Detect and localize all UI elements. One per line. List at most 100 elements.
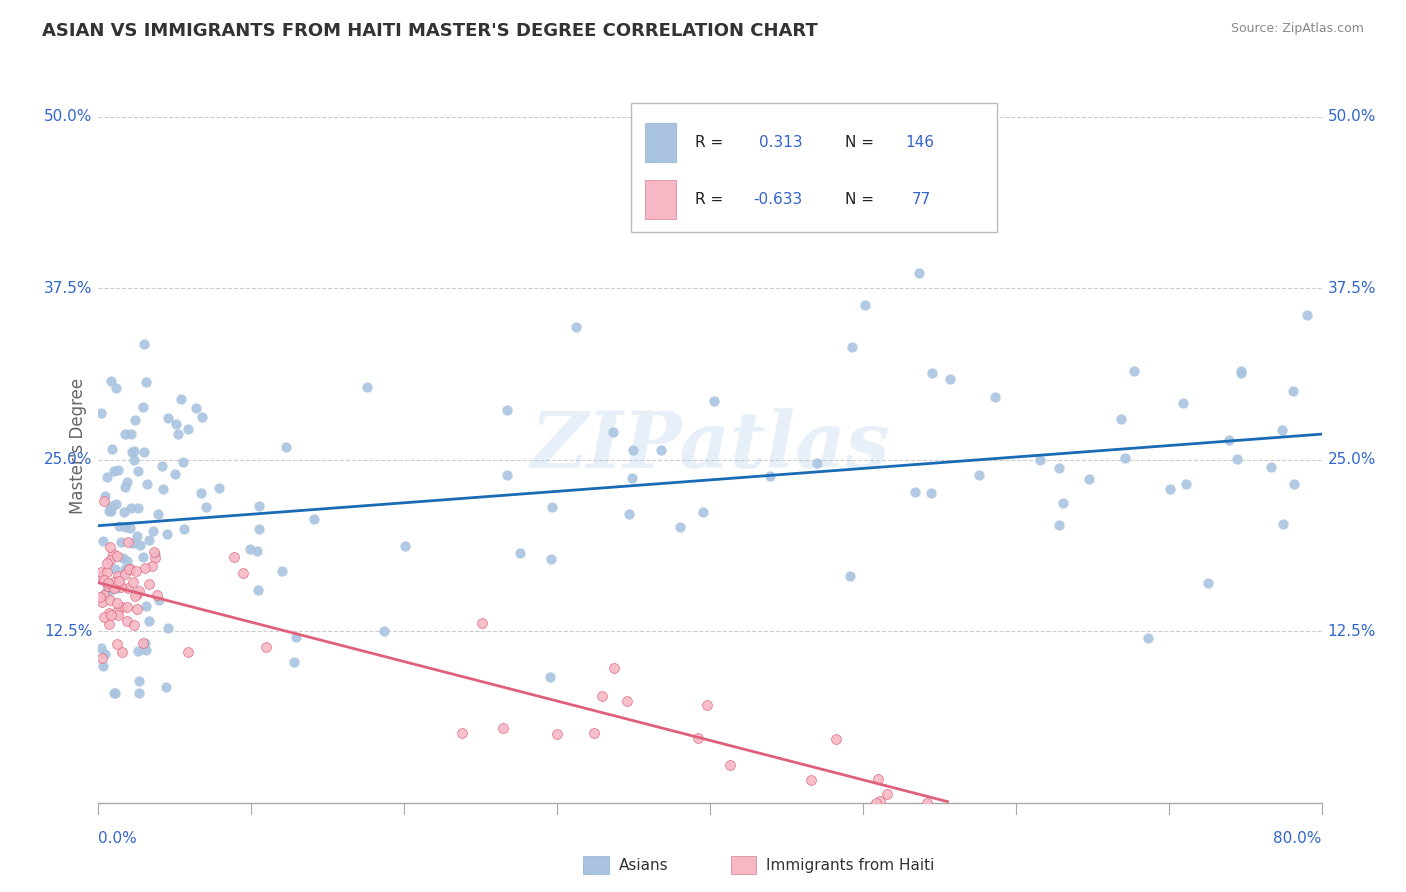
Point <box>107 574 129 589</box>
Text: ZIPatlas: ZIPatlas <box>530 408 890 484</box>
Point <box>91 594 114 608</box>
Point <box>105 596 128 610</box>
Point <box>806 457 828 471</box>
Point <box>97 579 120 593</box>
Point <box>1159 482 1181 496</box>
Point <box>114 566 136 580</box>
Point <box>91 659 114 673</box>
Point <box>89 591 111 605</box>
Point <box>492 722 515 736</box>
Point <box>90 566 112 580</box>
Text: 50.0%: 50.0% <box>44 109 93 124</box>
Point <box>165 417 187 432</box>
Point <box>117 534 139 549</box>
Point <box>120 500 142 515</box>
Point <box>94 585 117 599</box>
Point <box>907 267 929 281</box>
Point <box>1229 364 1251 378</box>
Point <box>800 773 823 788</box>
Point <box>110 535 132 549</box>
Point <box>239 541 262 556</box>
Point <box>108 519 131 533</box>
Point <box>246 583 269 598</box>
Point <box>1282 476 1305 491</box>
Point <box>111 645 134 659</box>
Point <box>128 584 150 599</box>
Point <box>186 401 208 416</box>
Point <box>356 379 378 393</box>
Point <box>91 650 114 665</box>
Text: 77: 77 <box>912 193 931 207</box>
Point <box>143 545 166 559</box>
Point <box>125 587 148 601</box>
Point <box>132 400 155 414</box>
Point <box>155 527 177 541</box>
Point <box>274 440 297 454</box>
Point <box>121 536 143 550</box>
Text: 50.0%: 50.0% <box>1327 109 1376 124</box>
Text: 0.313: 0.313 <box>759 136 803 150</box>
Point <box>758 469 780 483</box>
Point <box>135 375 157 389</box>
Point <box>118 562 141 576</box>
Point <box>917 796 939 810</box>
Point <box>127 644 149 658</box>
Text: ASIAN VS IMMIGRANTS FROM HAITI MASTER'S DEGREE CORRELATION CHART: ASIAN VS IMMIGRANTS FROM HAITI MASTER'S … <box>42 22 818 40</box>
Point <box>114 480 136 494</box>
Point <box>247 522 270 536</box>
Point <box>128 673 150 688</box>
Point <box>114 426 136 441</box>
Y-axis label: Master's Degree: Master's Degree <box>69 378 87 514</box>
Point <box>98 617 121 632</box>
Point <box>1282 384 1305 398</box>
Point <box>920 486 942 500</box>
Point <box>163 467 186 482</box>
Point <box>122 453 145 467</box>
Text: Asians: Asians <box>619 858 668 872</box>
Point <box>136 477 159 491</box>
Point <box>93 494 115 508</box>
Point <box>100 607 122 622</box>
Point <box>97 504 120 518</box>
Point <box>135 599 157 613</box>
Point <box>100 442 122 456</box>
Point <box>853 298 876 312</box>
Point <box>582 725 605 739</box>
Point <box>90 570 112 584</box>
Point <box>495 468 517 483</box>
Text: 0.0%: 0.0% <box>98 831 138 847</box>
Point <box>173 522 195 536</box>
Point <box>703 393 725 408</box>
Point <box>592 689 614 703</box>
Point <box>1122 364 1144 378</box>
Point <box>107 463 129 477</box>
Point <box>90 640 112 655</box>
Point <box>128 686 150 700</box>
Point <box>96 556 118 570</box>
Point <box>285 630 308 644</box>
Point <box>1047 460 1070 475</box>
Point <box>138 533 160 548</box>
Point <box>105 605 128 619</box>
Point <box>152 483 174 497</box>
Text: Immigrants from Haiti: Immigrants from Haiti <box>766 858 935 872</box>
Point <box>115 614 138 628</box>
Point <box>94 489 117 503</box>
Point <box>373 624 395 638</box>
Point <box>120 426 142 441</box>
Point <box>921 366 943 380</box>
Point <box>105 381 128 395</box>
Point <box>155 680 177 694</box>
Point <box>104 562 127 576</box>
Point <box>470 615 492 630</box>
Point <box>825 731 848 746</box>
Point <box>496 402 519 417</box>
Point <box>1295 308 1317 322</box>
Point <box>134 444 156 458</box>
Point <box>620 471 643 485</box>
Point <box>98 553 121 567</box>
Point <box>145 551 167 566</box>
Point <box>132 549 155 564</box>
Point <box>967 468 990 483</box>
Point <box>100 374 122 388</box>
